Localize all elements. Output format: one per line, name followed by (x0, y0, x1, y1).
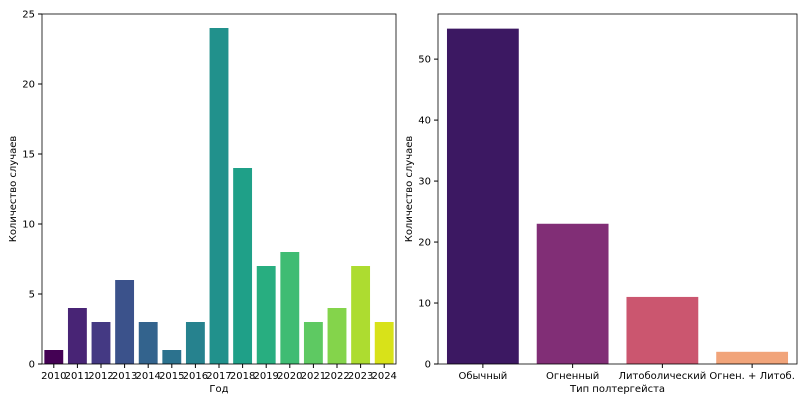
y-tick-label: 20 (22, 80, 35, 91)
bar (536, 223, 609, 364)
x-tick-label: Огнен. + Литоб. (709, 371, 795, 382)
x-axis-label: Тип полтергейста (569, 384, 665, 395)
bar (446, 28, 519, 364)
y-tick-label: 50 (418, 55, 431, 66)
x-tick-label: Обычный (458, 371, 507, 382)
bar (209, 28, 229, 364)
y-axis-label: Количество случаев (404, 136, 415, 243)
x-tick-label: 2011 (65, 371, 90, 382)
y-axis-label: Количество случаев (8, 136, 19, 243)
y-tick-label: 20 (418, 238, 431, 249)
y-tick-label: 15 (22, 150, 35, 161)
bar (91, 322, 111, 364)
x-tick-label: 2020 (277, 371, 302, 382)
bar (351, 266, 371, 364)
y-tick-label: 30 (418, 177, 431, 188)
bar (280, 252, 300, 364)
bar (67, 308, 87, 364)
x-tick-label: 2016 (183, 371, 208, 382)
y-tick-label: 0 (425, 360, 431, 371)
x-tick-label: 2013 (112, 371, 137, 382)
bar (185, 322, 205, 364)
y-tick-label: 10 (22, 220, 35, 231)
x-tick-label: 2019 (253, 371, 278, 382)
bar (374, 322, 394, 364)
y-tick-label: 0 (29, 360, 35, 371)
bar (626, 296, 699, 364)
x-tick-label: Литоболический (619, 371, 707, 382)
bar (327, 308, 347, 364)
x-tick-label: 2022 (324, 371, 349, 382)
bar (138, 322, 158, 364)
y-tick-label: 10 (418, 299, 431, 310)
y-tick-label: 40 (418, 116, 431, 127)
x-tick-label: 2015 (159, 371, 184, 382)
axes-frame (41, 13, 397, 365)
bar (233, 168, 253, 364)
bar (162, 350, 182, 364)
x-tick-label: 2012 (88, 371, 113, 382)
y-tick-label: 25 (22, 10, 35, 21)
bar (256, 266, 276, 364)
x-tick-label: 2021 (301, 371, 326, 382)
x-axis-label: Год (209, 384, 228, 395)
x-tick-label: Огненный (546, 371, 599, 382)
y-tick-label: 5 (29, 290, 35, 301)
bar (303, 322, 323, 364)
x-tick-label: 2023 (348, 371, 373, 382)
bar (44, 350, 64, 364)
bar (716, 351, 789, 364)
bar (115, 280, 135, 364)
x-tick-label: 2017 (206, 371, 231, 382)
x-tick-label: 2010 (41, 371, 66, 382)
x-tick-label: 2024 (371, 371, 396, 382)
x-tick-label: 2018 (230, 371, 255, 382)
axes-frame (437, 13, 798, 365)
x-tick-label: 2014 (135, 371, 160, 382)
